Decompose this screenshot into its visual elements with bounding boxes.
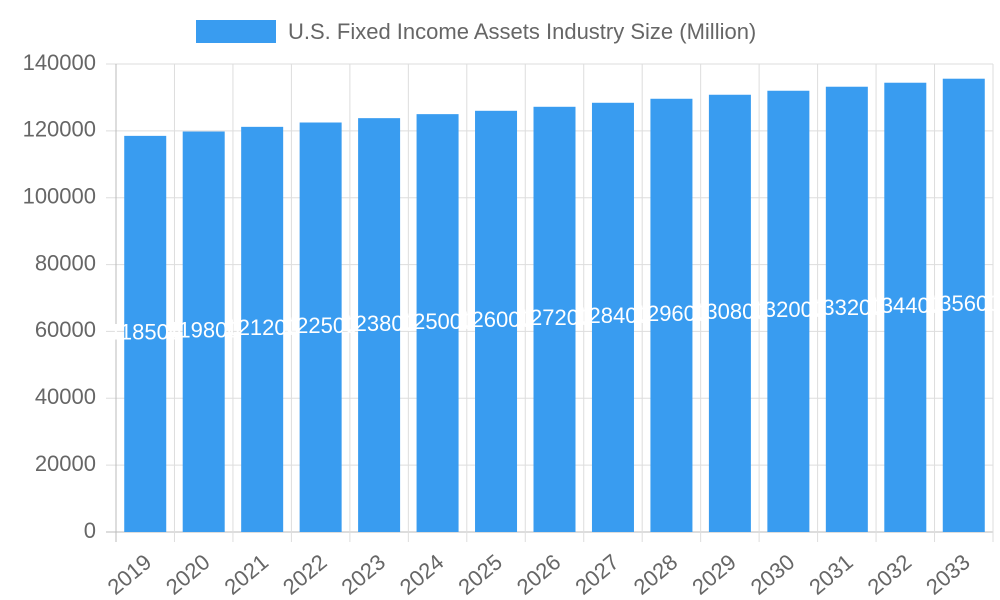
bar xyxy=(124,135,167,532)
x-tick-label: 2032 xyxy=(863,549,917,600)
bar xyxy=(416,114,459,533)
bar xyxy=(942,78,985,533)
x-tick-label: 2026 xyxy=(512,549,566,600)
legend-swatch xyxy=(196,20,276,43)
bar xyxy=(241,126,284,533)
bar xyxy=(475,110,518,533)
value-label: 123800 xyxy=(342,311,415,336)
x-tick-label: 2028 xyxy=(629,549,683,600)
value-label: 135600 xyxy=(927,291,1000,316)
bar xyxy=(182,131,225,533)
x-tick-label: 2031 xyxy=(804,549,858,600)
value-label: 126000 xyxy=(459,307,532,332)
bar xyxy=(708,94,751,533)
value-label: 125000 xyxy=(401,309,474,334)
x-tick-label: 2030 xyxy=(746,549,800,600)
value-label: 133200 xyxy=(810,295,883,320)
y-tick-label: 0 xyxy=(84,518,96,543)
value-label: 130800 xyxy=(693,299,766,324)
bar xyxy=(650,98,693,532)
x-tick-label: 2029 xyxy=(687,549,741,600)
x-tick-label: 2021 xyxy=(220,549,274,600)
value-label: 127200 xyxy=(518,305,591,330)
value-label: 134400 xyxy=(869,293,942,318)
value-label: 122500 xyxy=(284,313,357,338)
x-tick-label: 2023 xyxy=(336,549,390,600)
y-tick-label: 20000 xyxy=(35,451,96,476)
y-tick-label: 60000 xyxy=(35,317,96,342)
legend-label: U.S. Fixed Income Assets Industry Size (… xyxy=(288,19,756,44)
bar xyxy=(358,118,401,532)
x-tick-label: 2025 xyxy=(453,549,507,600)
x-tick-label: 2027 xyxy=(570,549,624,600)
bar xyxy=(591,102,634,532)
y-tick-label: 120000 xyxy=(23,117,96,142)
value-label: 129600 xyxy=(635,301,708,326)
x-tick-label: 2033 xyxy=(921,549,975,600)
y-tick-label: 140000 xyxy=(23,50,96,75)
bar xyxy=(299,122,342,532)
y-tick-label: 40000 xyxy=(35,384,96,409)
x-tick-label: 2020 xyxy=(161,549,215,600)
x-tick-label: 2024 xyxy=(395,549,449,600)
value-label: 121200 xyxy=(225,315,298,340)
x-tick-label: 2022 xyxy=(278,549,332,600)
x-tick-label: 2019 xyxy=(103,549,157,600)
value-label: 132000 xyxy=(752,297,825,322)
y-tick-label: 100000 xyxy=(23,184,96,209)
y-tick-label: 80000 xyxy=(35,250,96,275)
bar xyxy=(884,82,927,532)
bar xyxy=(767,90,810,532)
value-label: 128400 xyxy=(576,303,649,328)
bar xyxy=(825,86,868,532)
value-label: 119800 xyxy=(168,318,240,343)
bar xyxy=(533,106,576,532)
value-label: 118500 xyxy=(109,320,181,345)
